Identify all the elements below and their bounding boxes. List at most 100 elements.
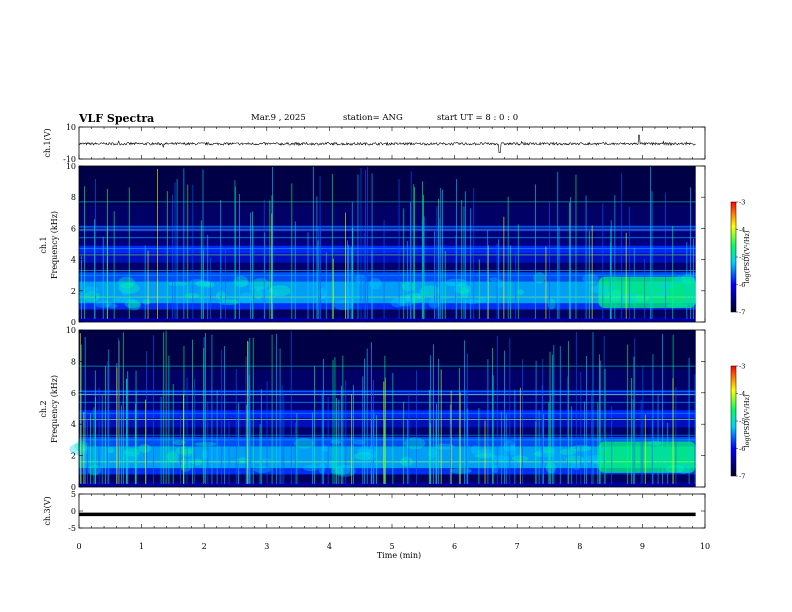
ch1-spec-band-2 <box>79 303 696 310</box>
ch1-waveform-line <box>78 134 696 153</box>
x-tick-1: 1 <box>139 542 144 551</box>
ch1-spec-noise-2 <box>333 300 354 311</box>
ch2-spec-noise-15 <box>508 444 516 456</box>
ch1-spec-noise-7 <box>454 284 471 294</box>
ch2-spec-noise-47 <box>202 450 209 459</box>
ch1-spec-band-6 <box>79 253 696 263</box>
ch1-ytick-1: -10 <box>63 155 76 164</box>
x-tick-6: 6 <box>452 542 457 551</box>
x-tick-7: 7 <box>515 542 520 551</box>
ch1-spec-noise-58 <box>203 282 215 288</box>
ch2-spec-ytick-0: 0 <box>71 483 76 492</box>
ch1-spec-band-8 <box>79 231 696 246</box>
ch1-spec-noise-14 <box>489 277 499 282</box>
ch1-spec-ytick-4: 8 <box>71 193 76 202</box>
ch1-spec-noise-41 <box>124 299 141 309</box>
ch1-spec-noise-53 <box>591 285 613 294</box>
ch2-spec-noise-43 <box>599 446 607 452</box>
ch2-spec-noise-21 <box>294 437 315 449</box>
x-tick-0: 0 <box>76 542 81 551</box>
ch1-spec-noise-27 <box>654 282 676 289</box>
ch1-spec-noise-57 <box>463 299 481 304</box>
ch2-spec-ytick-5: 10 <box>66 326 76 335</box>
ch2-spec-noise-22 <box>330 466 344 475</box>
ch1-spec-ytick-1: 2 <box>71 287 76 296</box>
ch3-waveform-panel: 50-50 1 2 3 4 5 6 7 8 9 10 <box>68 490 710 551</box>
ch1-spec-ytick-5: 10 <box>66 162 76 171</box>
start-time-label: start UT = 8 : 0 : 0 <box>437 113 519 123</box>
station-label: station= ANG <box>343 113 403 123</box>
ch1-spec-noise-20 <box>269 285 291 297</box>
ch1-spec-noise-1 <box>405 293 425 303</box>
ch2-colorbar-label: log(PSD)(V²/Hz) <box>743 394 751 447</box>
ch1-spec-noise-13 <box>114 297 136 303</box>
ch1-spec-ylabel: Frequency (kHz) <box>50 211 59 279</box>
ch2-colorbar-tick-2: -5 <box>739 418 745 426</box>
ch1-spec-noise-55 <box>254 288 263 300</box>
ch3-ylabel: ch.3(V) <box>43 496 52 525</box>
ch1-spec-noise-48 <box>84 291 100 303</box>
ch2-spec-noise-29 <box>404 437 426 450</box>
ch2-spec-noise-39 <box>138 443 152 453</box>
ch1-spec-noise-40 <box>477 297 487 303</box>
ch3-ytick-0: 5 <box>71 490 76 499</box>
ch1-colorbar-tick-2: -5 <box>739 254 745 262</box>
ch1-spec-band-10 <box>79 205 696 226</box>
ch2-spec-noise-32 <box>584 455 606 462</box>
ch1-spec-noise-21 <box>597 292 610 300</box>
ch1-spec-band-9 <box>79 225 696 232</box>
ch1-ytick-0: 10 <box>66 123 76 132</box>
ch2-spec-band-11 <box>79 330 696 370</box>
ch2-spec-noise-59 <box>262 457 270 463</box>
ch1-colorbar: -3 -4 -5 -6 -7 <box>730 199 745 317</box>
ch2-spec-noise-38 <box>665 464 685 473</box>
ch1-spec-enhanced-emission <box>598 276 696 308</box>
ch2-spec-noise-40 <box>648 440 662 445</box>
ch1-spec-noise-6 <box>673 275 687 285</box>
ch1-spec-band-1 <box>79 309 696 318</box>
ch2-spec-noise-12 <box>471 445 479 455</box>
ch1-spec-band-0 <box>79 317 696 322</box>
ch1-spec-noise-36 <box>84 286 99 293</box>
ch1-spec-noise-54 <box>582 273 599 284</box>
ch1-spec-noise-31 <box>239 292 253 304</box>
ch1-spec-noise-3 <box>317 287 327 300</box>
ch1-spec-noise-51 <box>420 285 440 297</box>
ch1-spec-channel-label: ch.1 <box>39 236 48 253</box>
ch1-spec-ytick-2: 4 <box>71 256 76 265</box>
ch2-spec-band-7 <box>79 410 696 418</box>
ch1-spec-noise-8 <box>250 286 267 291</box>
ch2-spec-noise-9 <box>334 464 356 477</box>
ch2-spec-noise-54 <box>545 462 557 474</box>
ch2-colorbar-gradient <box>730 365 737 477</box>
ch1-spec-noise-52 <box>195 280 215 286</box>
ch2-spec-noise-45 <box>592 457 602 465</box>
ch2-spec-noise-16 <box>541 446 555 454</box>
chart-title: VLF Spectra <box>79 112 155 125</box>
ch2-spec-noise-34 <box>622 449 630 455</box>
ch2-colorbar-tick-1: -4 <box>739 390 745 398</box>
ch1-spec-noise-10 <box>681 273 696 285</box>
ch2-spec-band-6 <box>79 417 696 428</box>
ch1-spec-band-4 <box>79 272 696 282</box>
ch1-spec-noise-38 <box>369 278 382 290</box>
ch2-spec-band-1 <box>79 474 696 483</box>
ch1-spec-band-5 <box>79 262 696 273</box>
ch1-spec-noise-37 <box>354 274 367 284</box>
ch2-spec-band-3 <box>79 446 696 469</box>
ch2-spec-noise-58 <box>450 468 472 474</box>
ch2-spec-ylabel: Frequency (kHz) <box>50 375 59 443</box>
ch1-colorbar-gradient <box>730 201 737 313</box>
ch2-spec-ytick-3: 6 <box>71 389 76 398</box>
ch1-spec-band-3 <box>79 281 696 304</box>
ch2-spec-band-0 <box>79 482 696 487</box>
date-label: Mar.9 , 2025 <box>251 113 306 123</box>
ch2-colorbar-tick-0: -3 <box>739 363 745 371</box>
ch1-spec-noise-18 <box>390 297 405 308</box>
ch1-spec-band-11 <box>79 166 696 205</box>
ch1-spec-noise-11 <box>402 281 415 292</box>
ch2-colorbar-tick-4: -7 <box>739 473 745 481</box>
ch1-ylabel: ch.1(V) <box>43 128 52 157</box>
ch1-spec-noise-17 <box>189 278 205 285</box>
